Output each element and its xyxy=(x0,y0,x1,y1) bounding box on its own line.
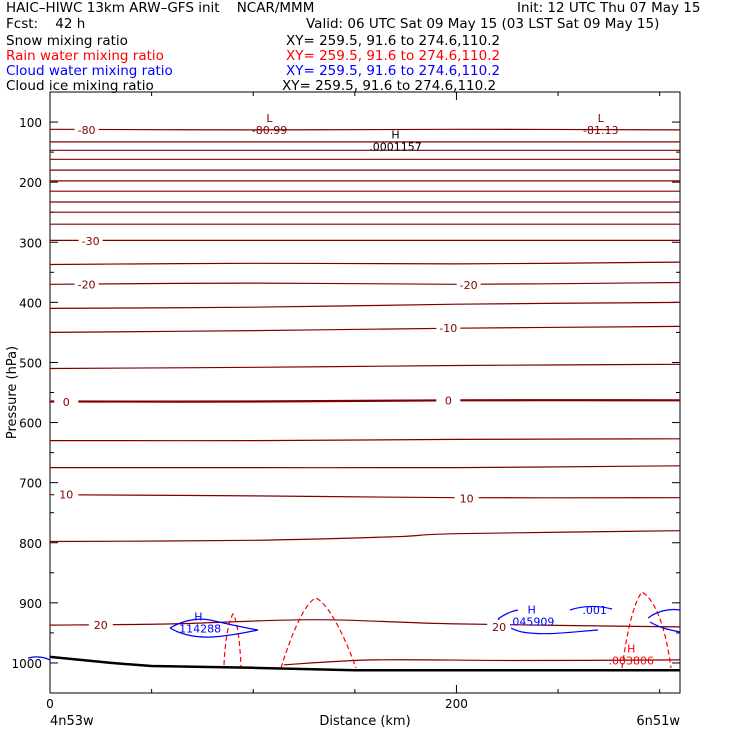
temperature-isotherm xyxy=(49,281,681,285)
extremum-value: -81.13 xyxy=(583,124,618,137)
legend-cloud-ice-label: Cloud ice mixing ratio xyxy=(6,78,154,94)
cloud-water-contour xyxy=(647,608,681,619)
temperature-isotherm xyxy=(283,659,681,666)
cloud-water-contour xyxy=(169,618,259,638)
contour-label-bg xyxy=(74,122,99,136)
contour-label-bg xyxy=(454,491,479,505)
contour-label-bg xyxy=(456,277,481,291)
cloud-water-contour xyxy=(569,605,613,611)
legend-rain-label: Rain water mixing ratio xyxy=(6,48,164,64)
terrain-line xyxy=(49,655,680,672)
temperature-isotherm xyxy=(49,494,681,499)
contour-label-bg xyxy=(78,234,103,248)
legend-rain-xy: XY= 259.5, 91.6 to 274.6,110.2 xyxy=(286,48,501,64)
header-title: HAIC–HIWC 13km ARW–GFS init NCAR/MMM xyxy=(6,0,315,16)
y-tick-label: 300 xyxy=(19,236,42,250)
contour-label: -80 xyxy=(78,124,96,137)
temperature-isotherm xyxy=(49,363,681,370)
contour-label: 0 xyxy=(445,394,452,407)
legend-cloud-water-label: Cloud water mixing ratio xyxy=(6,63,173,79)
extremum-marker: L xyxy=(598,112,605,125)
endpoint-label-right: 6n51w xyxy=(636,714,680,729)
extremum-value: .0001157 xyxy=(369,140,422,153)
contour-label-bg xyxy=(54,487,79,501)
y-tick-label: 600 xyxy=(19,417,42,431)
extremum-marker: H xyxy=(194,610,202,623)
contour-label-bg xyxy=(74,277,99,291)
contour-label: -20 xyxy=(78,278,96,291)
y-tick-label: 200 xyxy=(19,176,42,190)
rain-water-contour xyxy=(621,591,672,669)
contour-label-bg xyxy=(436,321,461,335)
contour-label: -30 xyxy=(82,235,100,248)
rain-water-contour xyxy=(280,597,357,669)
contour-label-bg xyxy=(436,393,461,407)
endpoint-label-left: 4n53w xyxy=(50,714,94,729)
header-forecast: Fcst: 42 h xyxy=(6,16,86,32)
cloud-water-contour xyxy=(27,656,51,661)
extremum-value: -80.99 xyxy=(252,124,287,137)
cloud-water-label: .001 xyxy=(582,604,607,617)
y-tick-label: 900 xyxy=(19,597,42,611)
y-tick-label: 100 xyxy=(19,116,42,130)
extremum-value: .114288 xyxy=(176,622,222,635)
contour-label-bg xyxy=(88,618,113,632)
header-valid: Valid: 06 UTC Sat 09 May 15 (03 LST Sat … xyxy=(306,16,660,32)
contour-label-bg xyxy=(487,619,512,633)
contour-label-bg xyxy=(54,395,79,409)
temperature-isotherm xyxy=(49,438,681,442)
extremum-marker: H xyxy=(627,643,635,656)
y-tick-label: 800 xyxy=(19,537,42,551)
legend-cloud-water-xy: XY= 259.5, 91.6 to 274.6,110.2 xyxy=(286,63,501,79)
cloud-water-contour xyxy=(649,621,681,633)
x-tick-label: 0 xyxy=(46,697,54,711)
x-tick-label: 200 xyxy=(445,697,468,711)
temperature-isotherm xyxy=(49,530,681,543)
contour-label: 10 xyxy=(460,492,474,505)
cloud-water-contour xyxy=(497,609,519,620)
legend-cloud-ice-xy: XY= 259.5, 91.6 to 274.6,110.2 xyxy=(282,78,497,94)
contour-label: 0 xyxy=(63,396,70,409)
temperature-isotherm xyxy=(49,325,681,333)
contour-label: 20 xyxy=(94,619,108,632)
rain-water-contour xyxy=(223,612,242,669)
x-axis-label: Distance (km) xyxy=(319,714,410,729)
y-tick-label: 400 xyxy=(19,296,42,310)
temperature-isotherm xyxy=(49,399,681,403)
temperature-isotherm xyxy=(50,465,681,469)
legend-snow-xy: XY= 259.5, 91.6 to 274.6,110.2 xyxy=(286,33,501,49)
y-tick-label: 1000 xyxy=(11,657,42,671)
contour-label: -20 xyxy=(460,279,478,292)
contour-label: 20 xyxy=(492,621,506,634)
contour-label: -10 xyxy=(439,322,457,335)
temperature-isotherm xyxy=(49,128,681,131)
y-axis-label: Pressure (hPa) xyxy=(5,346,20,439)
extremum-marker: H xyxy=(391,128,399,141)
legend-snow-label: Snow mixing ratio xyxy=(6,33,128,49)
temperature-isotherm xyxy=(49,619,681,628)
extremum-value: .045909 xyxy=(509,616,555,629)
extremum-marker: L xyxy=(266,112,273,125)
plot-frame xyxy=(49,91,681,694)
temperature-isotherm xyxy=(49,261,681,266)
extremum-marker: H xyxy=(528,604,536,617)
temperature-isotherm xyxy=(49,301,681,309)
y-tick-label: 500 xyxy=(19,356,42,370)
extremum-value: .003806 xyxy=(608,655,654,668)
y-tick-label: 700 xyxy=(19,477,42,491)
header-init: Init: 12 UTC Thu 07 May 15 xyxy=(517,0,701,16)
contour-label: 10 xyxy=(59,489,73,502)
